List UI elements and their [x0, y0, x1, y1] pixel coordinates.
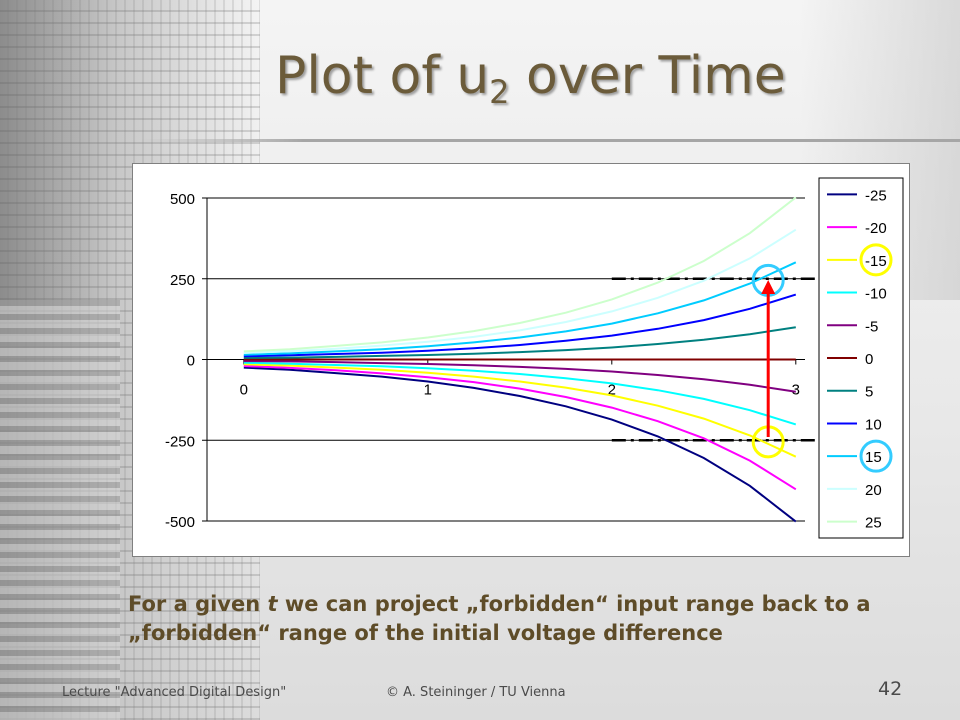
y-tick-label-1: 250 [170, 272, 195, 289]
legend-label-0: -25 [865, 187, 887, 204]
legend-label-2: -15 [865, 253, 887, 270]
legend-label-3: -10 [865, 286, 887, 303]
x-tick-label-2: 2 [608, 382, 616, 399]
series-line-7 [243, 293, 797, 358]
slide-title: Plot of u2 over Time [275, 46, 786, 111]
series-line-9 [243, 228, 797, 354]
slide-caption: For a given t we can project „forbidden“… [128, 590, 928, 648]
y-tick-label-4: -500 [165, 514, 195, 531]
y-tick-label-0: 500 [170, 191, 195, 208]
legend-highlight-circle-0 [859, 243, 893, 277]
projection-arrow-head [761, 279, 776, 294]
series-line-1 [243, 365, 797, 491]
title-divider [140, 139, 960, 142]
x-tick-label-0: 0 [240, 382, 248, 399]
legend-label-6: 5 [865, 384, 873, 401]
caption-italic-t: t [267, 592, 278, 616]
legend-label-8: 15 [865, 449, 882, 466]
caption-text-2: we can project „forbidden“ input range b… [128, 592, 871, 645]
title-main: Plot of u [275, 46, 490, 106]
footer-lecture: Lecture "Advanced Digital Design" [62, 685, 287, 700]
page-number: 42 [878, 678, 903, 700]
legend-label-10: 25 [865, 515, 882, 532]
series-line-4 [243, 360, 796, 393]
y-tick-label-3: -250 [165, 433, 195, 450]
legend-label-5: 0 [865, 351, 873, 368]
background-tower [0, 300, 120, 720]
series-line-6 [243, 326, 796, 359]
legend-label-9: 20 [865, 482, 882, 499]
legend-label-1: -20 [865, 220, 887, 237]
series-line-0 [243, 366, 797, 523]
u2-time-chart: 500 250 0 -250 -500 0 1 2 3 -25 -20 -15 -10 -5 0 5 10 15 2… [165, 177, 904, 539]
caption-text-1: For a given [128, 592, 268, 616]
y-tick-label-2: 0 [187, 353, 195, 370]
series-line-10 [243, 196, 797, 353]
title-suffix: over Time [509, 46, 786, 106]
legend-label-4: -5 [865, 318, 878, 335]
footer-copyright: © A. Steininger / TU Vienna [386, 685, 566, 700]
series-line-2 [243, 363, 797, 458]
legend-label-7: 10 [865, 416, 882, 433]
series-line-8 [243, 261, 797, 356]
chart-frame: 500 250 0 -250 -500 0 1 2 3 -25 -20 -15 -10 -5 0 5 10 15 2… [132, 163, 910, 557]
x-tick-label-3: 3 [792, 382, 800, 399]
x-tick-label-1: 1 [424, 382, 432, 399]
series-line-3 [243, 361, 797, 426]
legend-highlight-circle-1 [859, 439, 893, 473]
title-subscript: 2 [489, 73, 510, 111]
